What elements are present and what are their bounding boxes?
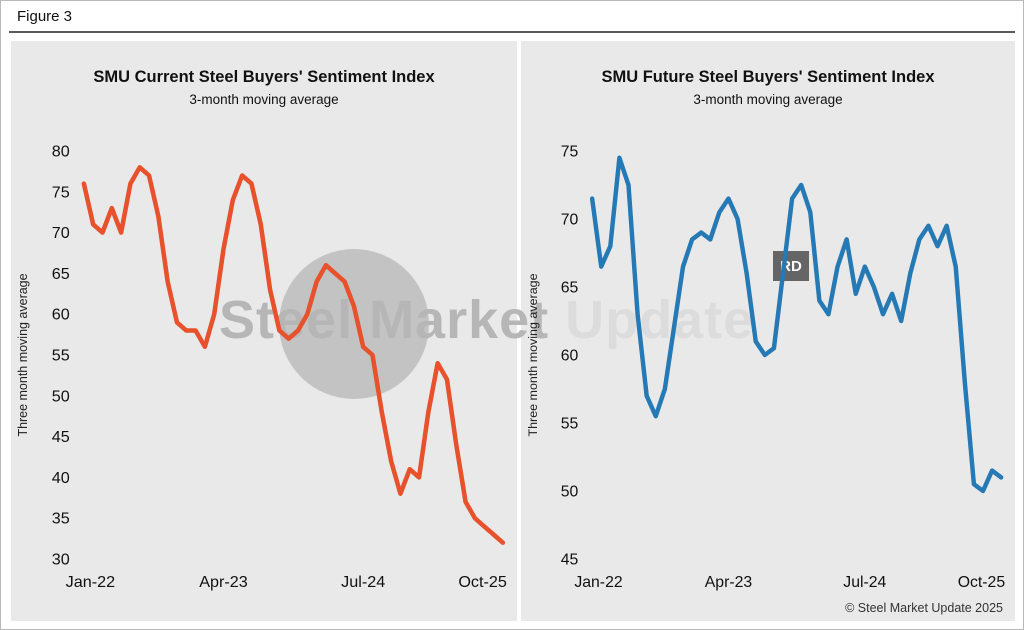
svg-text:Three month moving average: Three month moving average xyxy=(16,273,30,436)
svg-text:65: 65 xyxy=(561,279,579,296)
svg-text:Jan-22: Jan-22 xyxy=(574,574,622,591)
svg-text:80: 80 xyxy=(52,143,70,161)
svg-text:40: 40 xyxy=(52,469,70,487)
future-sentiment-chart: Three month moving average 45 50 55 60 65 70 75… xyxy=(526,143,1006,591)
future-sentiment-panel: SMU Future Steel Buyers' Sentiment Index… xyxy=(521,41,1015,621)
copyright-text: © Steel Market Update 2025 xyxy=(845,601,1003,615)
svg-text:50: 50 xyxy=(561,483,579,500)
svg-text:45: 45 xyxy=(561,551,579,568)
svg-text:Apr-23: Apr-23 xyxy=(199,573,248,591)
svg-text:35: 35 xyxy=(52,510,70,528)
svg-text:70: 70 xyxy=(561,211,579,228)
svg-text:75: 75 xyxy=(561,143,579,160)
svg-text:60: 60 xyxy=(561,347,579,364)
future-chart-subtitle: 3-month moving average xyxy=(693,92,843,107)
svg-text:75: 75 xyxy=(52,183,70,201)
current-chart-title: SMU Current Steel Buyers' Sentiment Inde… xyxy=(93,68,435,86)
svg-text:45: 45 xyxy=(52,428,70,446)
svg-text:50: 50 xyxy=(52,387,70,405)
svg-text:Apr-23: Apr-23 xyxy=(705,574,753,591)
future-chart-title: SMU Future Steel Buyers' Sentiment Index xyxy=(601,68,935,86)
current-sentiment-chart: Three month moving average 30 35 40 45 50 55 60… xyxy=(16,143,507,591)
svg-text:55: 55 xyxy=(52,347,70,365)
figure-label: Figure 3 xyxy=(17,8,73,25)
svg-text:60: 60 xyxy=(52,306,70,324)
svg-text:Three month moving average: Three month moving average xyxy=(526,273,540,436)
svg-text:Oct-25: Oct-25 xyxy=(458,573,507,591)
svg-text:Oct-25: Oct-25 xyxy=(958,574,1006,591)
header-rule xyxy=(9,31,1015,33)
svg-text:Jul-24: Jul-24 xyxy=(843,574,886,591)
current-chart-subtitle: 3-month moving average xyxy=(189,92,339,107)
svg-text:55: 55 xyxy=(561,415,579,432)
svg-text:65: 65 xyxy=(52,265,70,283)
svg-text:70: 70 xyxy=(52,224,70,242)
svg-text:Jan-22: Jan-22 xyxy=(66,573,116,591)
svg-text:Jul-24: Jul-24 xyxy=(341,573,385,591)
svg-text:30: 30 xyxy=(52,551,70,569)
current-sentiment-panel: SMU Current Steel Buyers' Sentiment Inde… xyxy=(11,41,517,621)
